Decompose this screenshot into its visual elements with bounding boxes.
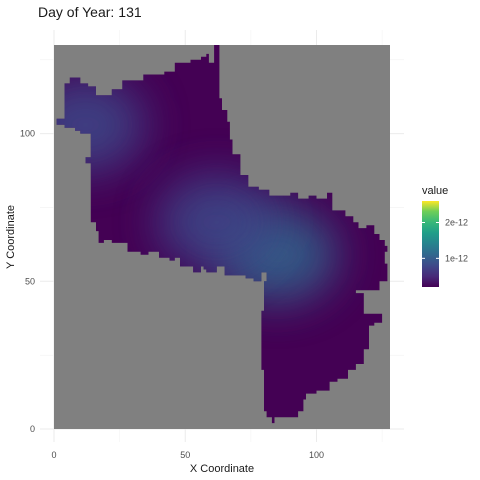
y-tick-label: 0 (30, 424, 35, 434)
x-axis-ticks: 0 50 100 (51, 450, 324, 460)
y-axis-title: Y Coordinate (5, 205, 17, 269)
legend-tick-label: 2e-12 (445, 218, 468, 228)
legend-title: value (422, 185, 448, 197)
y-tick-label: 50 (25, 276, 35, 286)
chart-title: Day of Year: 131 (38, 4, 142, 20)
legend-colorbar (422, 201, 439, 287)
legend-tick-label: 1e-12 (445, 253, 468, 263)
x-tick-label: 0 (51, 450, 56, 460)
legend: value 1e-12 2e-12 (422, 185, 468, 287)
y-tick-label: 100 (20, 129, 35, 139)
x-tick-label: 50 (180, 450, 190, 460)
y-axis-ticks: 0 50 100 (20, 129, 35, 434)
title-day-value: 131 (118, 4, 142, 20)
x-tick-label: 100 (309, 450, 324, 460)
value-hotspot (156, 174, 277, 271)
x-axis-title: X Coordinate (190, 463, 254, 475)
legend-ticks: 1e-12 2e-12 (422, 218, 468, 263)
value-hotspot (56, 76, 146, 173)
title-label: Day of Year: (38, 4, 115, 20)
